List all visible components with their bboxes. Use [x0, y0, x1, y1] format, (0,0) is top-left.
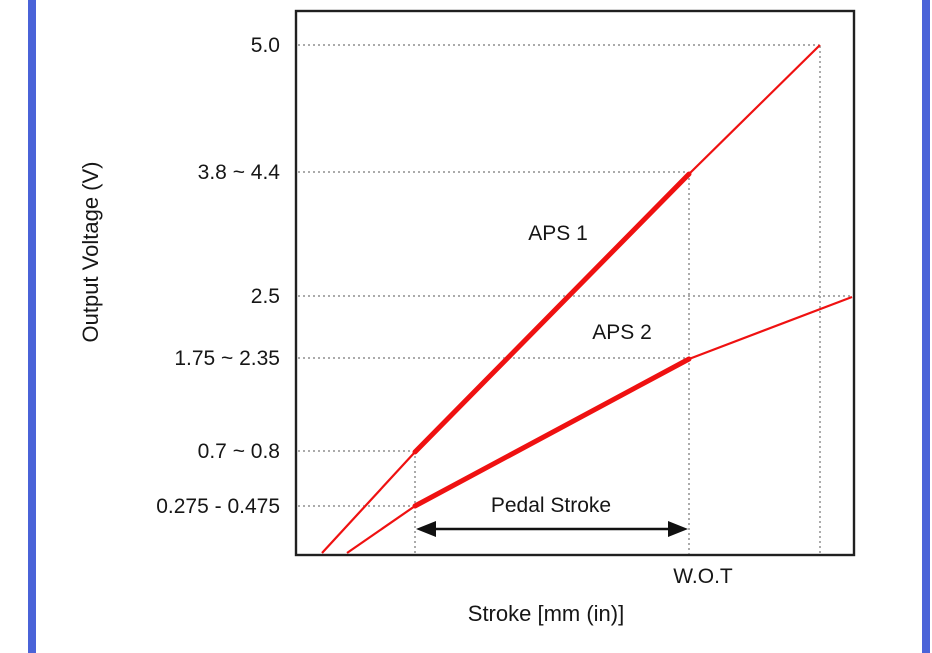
left-blue-border — [28, 0, 36, 653]
aps2-series-label: APS 2 — [592, 321, 652, 344]
aps1-series-label: APS 1 — [528, 222, 588, 245]
ytick-0.7-0.8v: 0.7 ~ 0.8 — [198, 440, 280, 463]
pedal-stroke-arrow — [416, 521, 688, 537]
y-tick-labels: 5.0 3.8 ~ 4.4 2.5 1.75 ~ 2.35 0.7 ~ 0.8 … — [156, 34, 280, 518]
ytick-3.8-4.4v: 3.8 ~ 4.4 — [198, 161, 281, 184]
arrow-head-left-icon — [416, 521, 436, 537]
ytick-5v: 5.0 — [251, 34, 280, 57]
aps1-segment-below-idle — [321, 451, 416, 554]
grid-lines — [298, 44, 852, 554]
right-blue-border — [922, 0, 930, 653]
aps2-segment-above-wot — [688, 295, 853, 361]
series-line-aps1 — [321, 44, 821, 554]
series-line-aps2 — [346, 295, 853, 554]
ytick-1.75-2.35v: 1.75 ~ 2.35 — [174, 347, 280, 370]
aps2-segment-below-idle — [346, 505, 416, 554]
aps2-segment-pedal-stroke — [412, 356, 692, 509]
ytick-0.275-0.475v: 0.275 - 0.475 — [156, 495, 280, 518]
aps1-segment-above-wot — [688, 44, 821, 175]
x-axis-title: Stroke [mm (in)] — [468, 601, 624, 626]
ytick-2.5v: 2.5 — [251, 285, 280, 308]
y-axis-title: Output Voltage (V) — [78, 162, 103, 343]
aps1-segment-pedal-stroke — [412, 171, 692, 455]
xtick-wot: W.O.T — [673, 565, 733, 588]
plot-area-border — [294, 9, 856, 557]
pedal-stroke-label: Pedal Stroke — [491, 494, 611, 517]
arrow-head-right-icon — [668, 521, 688, 537]
